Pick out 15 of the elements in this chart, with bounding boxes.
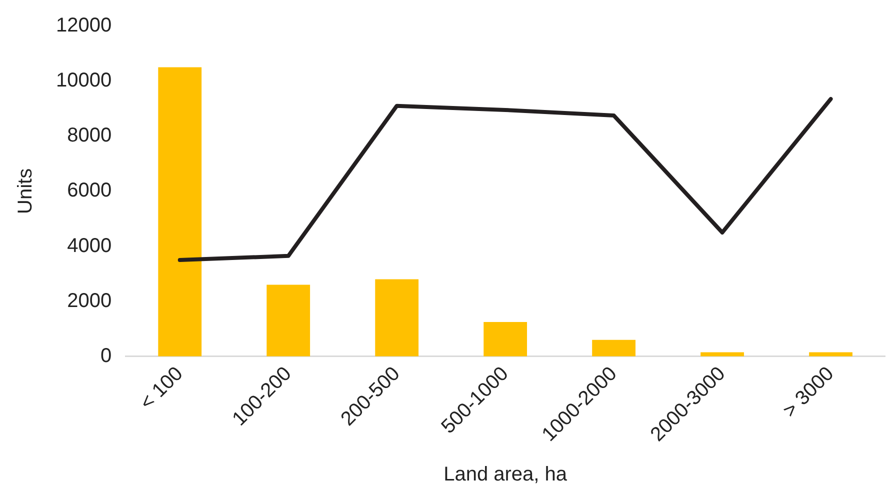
y-tick-label: 6000 (67, 180, 112, 202)
y-tick-label: 4000 (67, 234, 112, 257)
bar (484, 322, 528, 356)
x-tick-label: < 100 (136, 362, 188, 414)
y-tick-label: 12000 (56, 14, 112, 37)
bar (375, 279, 419, 356)
y-axis-title: Units (14, 168, 37, 214)
y-tick-label: 2000 (67, 290, 112, 312)
y-tick-label: 10000 (56, 70, 112, 92)
y-tick-label: 0 (100, 344, 112, 367)
bar (266, 284, 310, 356)
y-tick-label: 8000 (67, 124, 112, 147)
bar (158, 67, 202, 356)
bar (592, 340, 636, 356)
x-axis-title: Land area, ha (444, 464, 568, 486)
